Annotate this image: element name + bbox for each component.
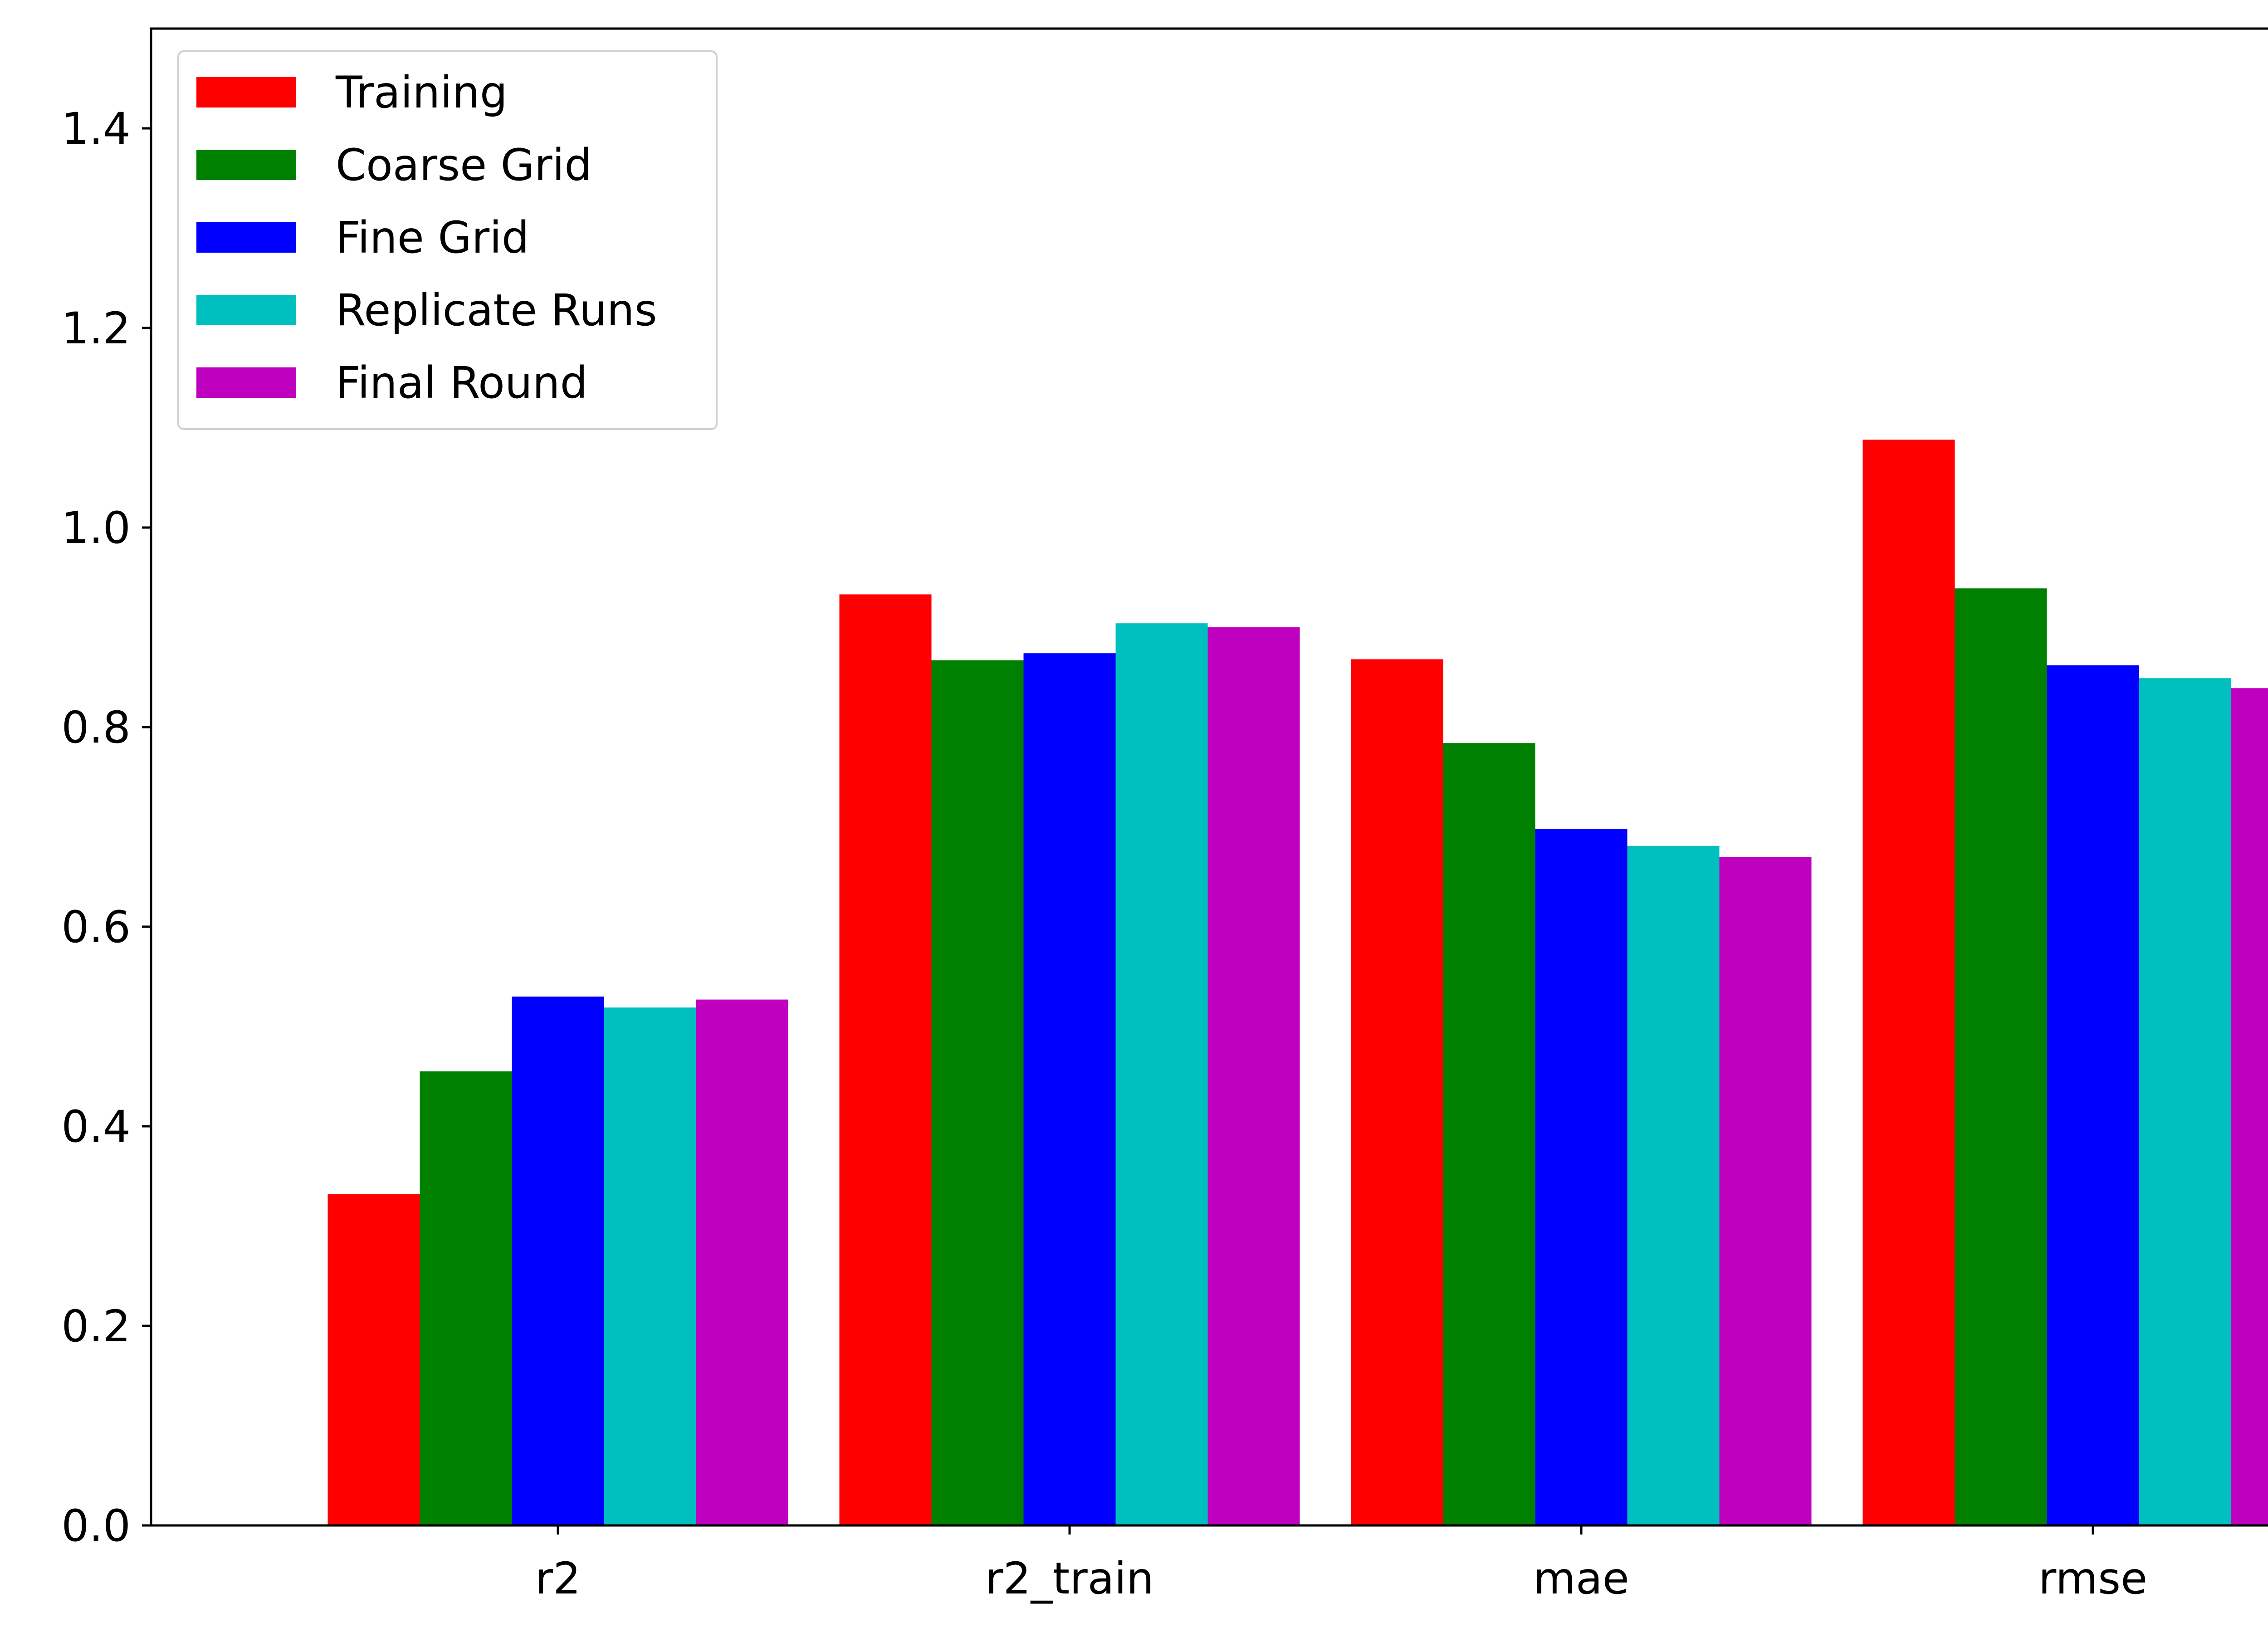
bar-coarse-grid-mae bbox=[1443, 743, 1535, 1525]
bar-fine-grid-r2-train bbox=[1024, 653, 1116, 1525]
bar-fine-grid-mae bbox=[1535, 829, 1628, 1525]
bar-coarse-grid-rmse bbox=[1955, 588, 2047, 1525]
bar-training-r2 bbox=[328, 1194, 420, 1525]
y-tick-label: 0.4 bbox=[61, 1101, 131, 1152]
legend-swatch bbox=[196, 222, 296, 253]
bar-replicate-runs-r2-train bbox=[1116, 623, 1208, 1525]
legend-label: Fine Grid bbox=[336, 212, 529, 263]
x-tick-label: rmse bbox=[2038, 1553, 2147, 1604]
legend-label: Training bbox=[335, 67, 508, 118]
bar-coarse-grid-r2-train bbox=[932, 660, 1024, 1525]
bar-final-round-rmse bbox=[2231, 688, 2268, 1525]
y-tick-label: 1.2 bbox=[61, 303, 131, 354]
bar-training-r2-train bbox=[840, 594, 932, 1525]
bar-coarse-grid-r2 bbox=[420, 1071, 512, 1525]
legend-swatch bbox=[196, 150, 296, 180]
legend-swatch bbox=[196, 367, 296, 398]
bar-training-mae bbox=[1351, 659, 1443, 1525]
y-tick-label: 0.6 bbox=[61, 902, 131, 953]
y-tick-label: 1.4 bbox=[61, 103, 131, 154]
bar-final-round-mae bbox=[1720, 857, 1812, 1525]
x-tick-label: mae bbox=[1533, 1553, 1629, 1604]
legend-swatch bbox=[196, 77, 296, 108]
bar-replicate-runs-r2 bbox=[604, 1007, 696, 1525]
bar-replicate-runs-mae bbox=[1628, 846, 1720, 1525]
legend-label: Coarse Grid bbox=[336, 140, 592, 191]
y-tick-label: 1.0 bbox=[61, 503, 131, 553]
bar-fine-grid-r2 bbox=[512, 997, 604, 1525]
legend: Training Coarse Grid Fine Grid Replicate Ru… bbox=[178, 51, 717, 429]
x-tick-label: r2_train bbox=[985, 1553, 1154, 1604]
y-tick-label: 0.8 bbox=[61, 702, 131, 753]
legend-label: Final Round bbox=[336, 357, 588, 408]
y-tick-label: 0.2 bbox=[61, 1301, 131, 1352]
legend-label: Replicate Runs bbox=[336, 285, 657, 336]
bar-fine-grid-rmse bbox=[2047, 665, 2139, 1525]
bar-replicate-runs-rmse bbox=[2139, 678, 2231, 1525]
bar-training-rmse bbox=[1863, 440, 1955, 1525]
y-tick-label: 0.0 bbox=[61, 1500, 131, 1551]
x-tick-label: r2 bbox=[535, 1553, 581, 1604]
legend-swatch bbox=[196, 295, 296, 325]
bar-final-round-r2 bbox=[696, 1000, 788, 1525]
bar-final-round-r2-train bbox=[1208, 627, 1300, 1525]
